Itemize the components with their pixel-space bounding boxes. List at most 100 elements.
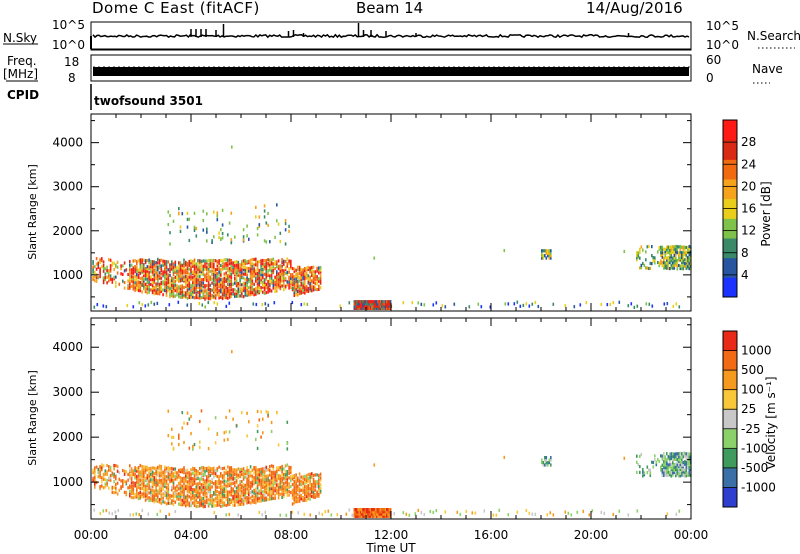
echo-cell [206,483,208,487]
echo-cell [178,266,180,270]
echo-cell [225,480,227,484]
echo-cell [230,294,233,298]
echo-cell [262,258,264,263]
echo-cell [221,232,224,236]
echo-cell [262,270,264,274]
echo-cell [290,470,292,474]
echo-cell [169,496,171,500]
echo-cell [388,508,391,512]
echo-cell [209,290,212,294]
echo-cell [311,271,313,275]
echo-cell [258,478,261,483]
echo-cell [251,285,254,289]
echo-cell [123,281,126,285]
echo-cell [241,500,243,504]
echo-cell [383,306,386,310]
echo-cell [192,264,194,268]
echo-cell [139,286,142,290]
echo-cell [263,482,266,487]
echo-cell [255,257,257,261]
echo-cell [298,284,301,288]
echo-cell [293,498,296,502]
echo-cell [108,269,110,273]
echo-cell [684,471,686,475]
echo-cell [160,501,163,505]
echo-cell [265,259,268,263]
echo-cell [356,300,358,304]
echo-cell [176,477,178,481]
echo-cell [670,455,673,459]
echo-cell [214,488,217,492]
echo-cell [262,267,264,272]
echo-cell [177,300,180,304]
echo-cell [197,485,199,489]
echo-cell [172,480,175,485]
echo-cell [265,481,268,486]
echo-cell [106,472,108,477]
echo-cell [174,500,177,504]
echo-cell [372,514,374,518]
echo-cell [169,284,171,288]
echo-cell [277,259,280,263]
echo-cell [122,469,124,473]
echo-cell [246,278,248,282]
echo-cell [263,272,266,276]
echo-cell [108,279,110,283]
echo-cell [675,512,678,516]
echo-cell [190,283,192,287]
echo-cell [113,491,115,495]
echo-cell [148,484,150,488]
echo-cell [220,282,222,286]
echo-cell [199,259,201,263]
echo-cell [221,282,224,286]
echo-cell [199,290,201,295]
echo-cell [263,485,266,489]
echo-cell [660,468,662,472]
echo-cell [261,303,264,307]
echo-cell [172,295,175,299]
echo-cell [314,484,317,489]
echo-cell [260,435,262,439]
echo-cell [545,456,548,460]
echo-cell [213,282,215,286]
echo-cell [357,306,359,310]
echo-cell [171,292,173,296]
echo-cell [312,285,315,289]
echo-cell [225,292,227,296]
echo-cell [374,508,377,512]
echo-cell [171,499,173,503]
echo-cell [522,303,525,307]
echo-cell [209,259,212,263]
echo-cell [165,466,168,470]
echo-cell [167,498,170,502]
echo-cell [281,258,283,262]
echo-cell [244,496,247,500]
echo-cell [190,277,192,281]
echo-cell [235,279,238,283]
echo-cell [171,260,173,264]
echo-cell [676,471,679,475]
echo-cell [269,495,271,499]
echo-cell [564,304,567,308]
nsky-panel: N.Sky 10^5 10^0 10^5 10^0 N.Search [3,18,800,52]
echo-cell [357,510,359,514]
echo-cell [312,265,315,269]
echo-cell [679,460,682,464]
echo-cell [373,510,376,514]
echo-cell [639,465,641,469]
echo-cell [274,475,276,479]
echo-cell [654,454,656,458]
echo-cell [256,226,259,231]
echo-cell [681,460,683,464]
echo-cell [291,482,294,487]
echo-cell [169,289,171,293]
echo-cell [679,455,682,459]
echo-cell [630,302,633,306]
echo-cell [293,277,296,281]
echo-cell [242,238,245,242]
echo-cell [664,455,667,459]
echo-cell [270,494,273,498]
echo-cell [183,293,185,297]
echo-cell [270,420,273,425]
echo-cell [316,277,318,281]
